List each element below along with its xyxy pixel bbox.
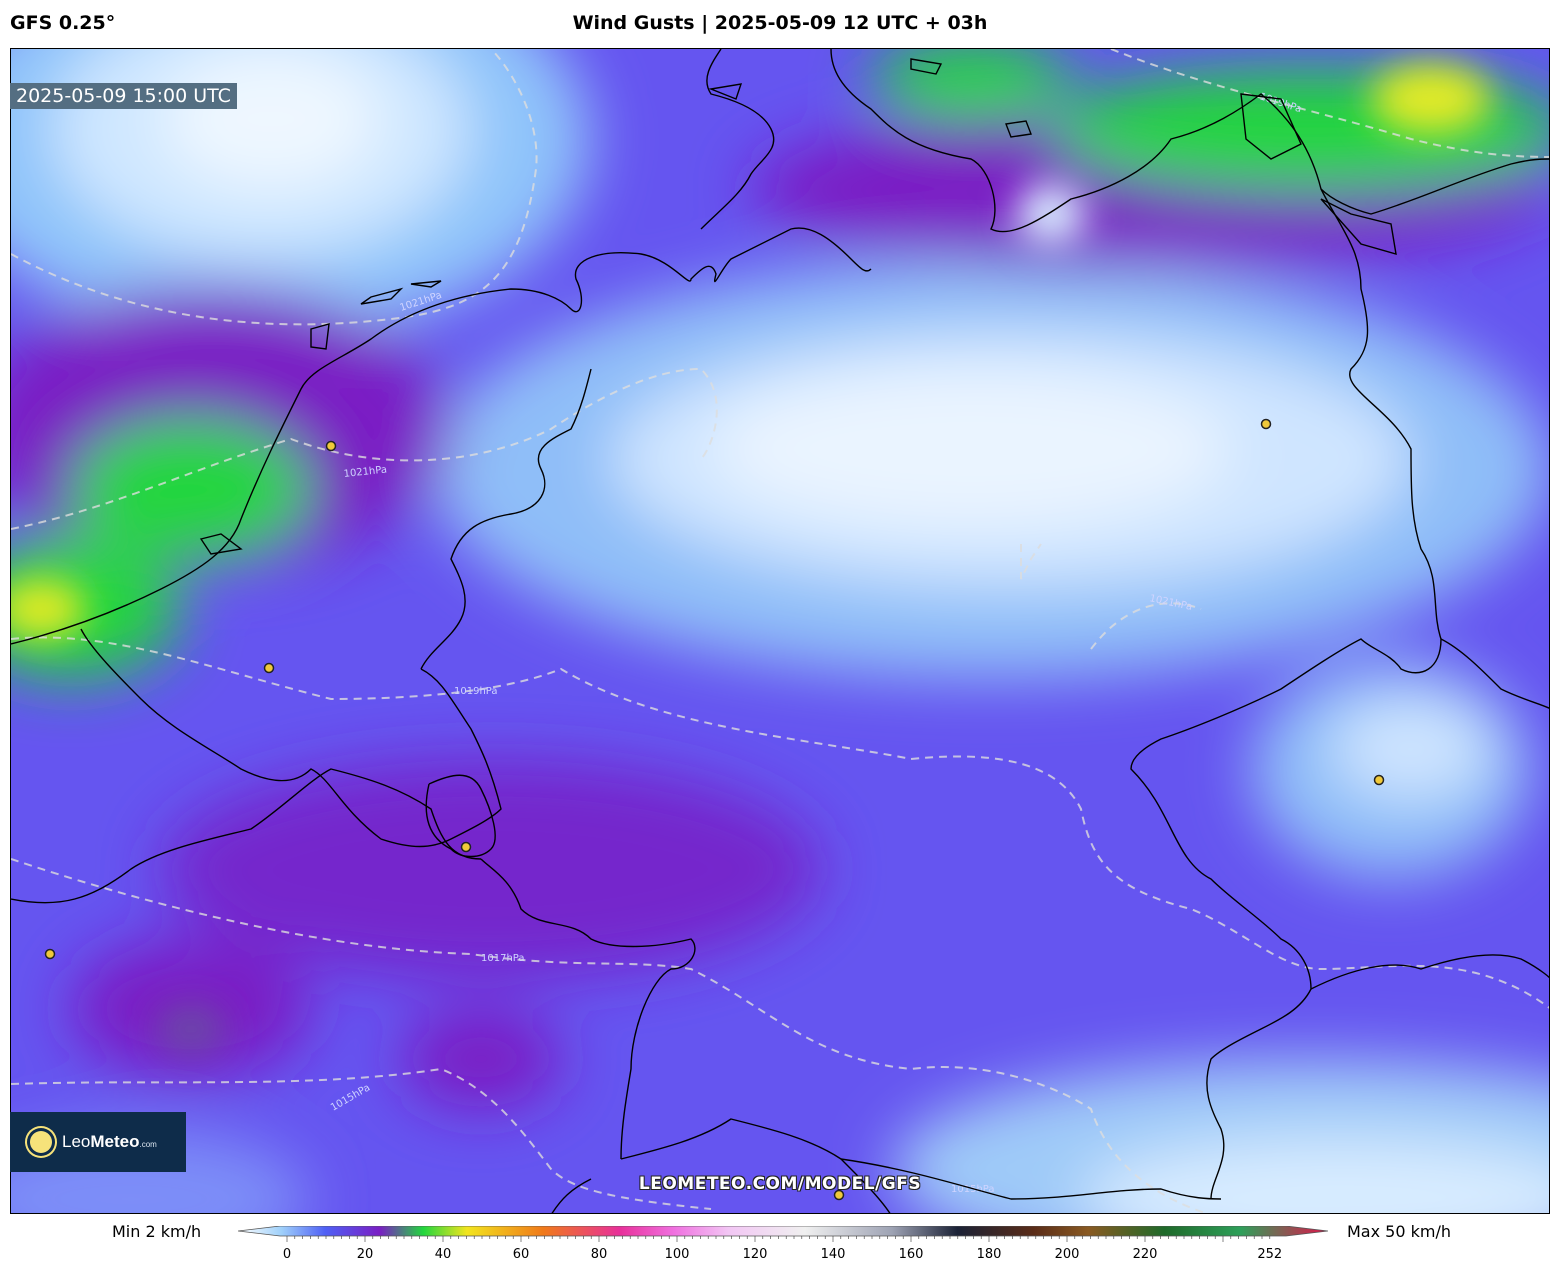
isobar-label: 1021hPa (343, 464, 387, 479)
gust-field (11, 49, 1549, 1213)
colorbar-tick-label: 200 (1054, 1247, 1080, 1262)
colorbar-tick-label: 80 (590, 1247, 608, 1262)
logo-text: LeoMeteo.com (62, 1132, 157, 1151)
sun-icon (30, 1131, 52, 1153)
colorbar-tick-label: 120 (742, 1247, 768, 1262)
city-marker (460, 841, 472, 853)
leometeo-logo[interactable]: LeoMeteo.com (10, 1112, 186, 1172)
city-marker (44, 948, 56, 960)
colorbar-tick-label: 20 (356, 1247, 374, 1262)
watermark-url: LEOMETEO.COM/MODEL/GFS (638, 1174, 922, 1194)
colorbar-tick-label: 220 (1132, 1247, 1158, 1262)
legend-min-label: Min 2 km/h (112, 1222, 202, 1241)
colorbar-tick-label: 160 (898, 1247, 924, 1262)
valid-time-label: 2025-05-09 15:00 UTC (10, 83, 237, 109)
isobar-label: 1019hPa (454, 686, 498, 697)
colorbar-tick-label: 180 (976, 1247, 1002, 1262)
city-marker (1260, 418, 1272, 430)
city-marker (833, 1189, 845, 1201)
gust-peaks (11, 64, 1491, 1054)
isobars (11, 49, 1549, 1213)
legend-max-label: Max 50 km/h (1347, 1222, 1451, 1241)
city-marker (325, 440, 337, 452)
colorbar-tick-label: 252 (1257, 1247, 1283, 1262)
colorbar-tick-label: 60 (512, 1247, 530, 1262)
city-marker (1373, 774, 1385, 786)
isobar-label: 1017hPa (481, 953, 525, 964)
colorbar-tick-label: 0 (282, 1247, 292, 1262)
colorbar (238, 1226, 1328, 1242)
model-name: GFS 0.25° (10, 12, 116, 34)
city-marker (263, 662, 275, 674)
map-title: Wind Gusts | 2025-05-09 12 UTC + 03h (572, 12, 988, 34)
map-canvas: 1021hPa 1021hPa 1019hPa 1019hPa 1017hPa … (11, 49, 1549, 1213)
coastlines-and-borders (11, 49, 1549, 1213)
colorbar-tick-label: 140 (820, 1247, 846, 1262)
colorbar-tick-label: 100 (664, 1247, 690, 1262)
wind-gust-map[interactable]: 1021hPa 1021hPa 1019hPa 1019hPa 1017hPa … (10, 48, 1550, 1214)
isobar-label: 1015hPa (951, 1184, 995, 1195)
colorbar-tick-label: 40 (434, 1247, 452, 1262)
city-markers (44, 418, 1385, 1201)
